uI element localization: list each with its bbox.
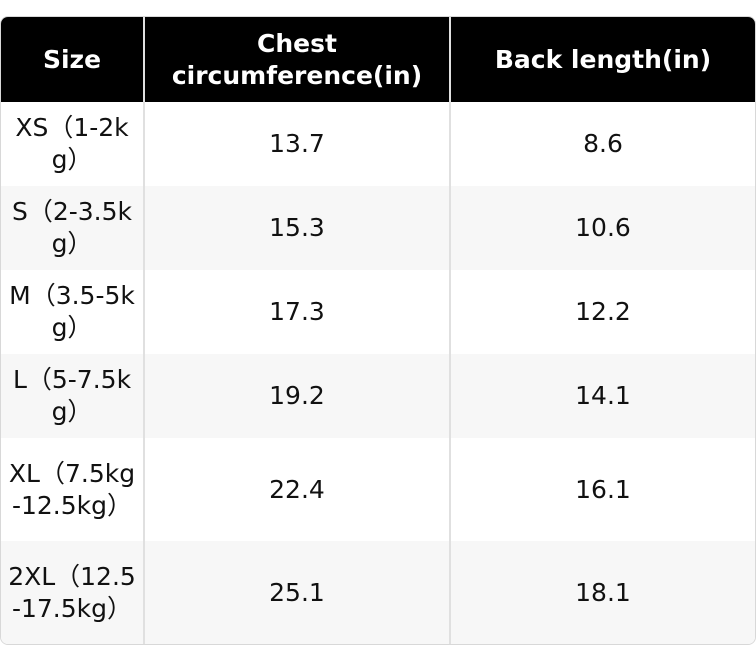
measure-cell: 13.7 xyxy=(144,102,451,186)
measure-cell: 22.4 xyxy=(144,438,451,541)
table-row: XL（7.5kg-12.5kg） 22.4 16.1 xyxy=(1,438,755,541)
header-row: Size Chest circumference(in) Back length(i… xyxy=(1,17,755,102)
size-cell: S（2-3.5kg） xyxy=(1,186,145,270)
table-container: Size Chest circumference(in) Back length(i… xyxy=(0,16,756,645)
header-cell: Size xyxy=(1,17,145,102)
measure-cell: 17.3 xyxy=(144,270,451,354)
table-row: S（2-3.5kg） 15.3 10.6 xyxy=(1,186,755,270)
header-cell: Chest circumference(in) xyxy=(144,17,451,102)
size-cell: L（5-7.5kg） xyxy=(1,354,145,438)
measure-cell: 8.6 xyxy=(583,129,623,158)
size-cell: XL（7.5kg-12.5kg） xyxy=(1,438,145,541)
table-row: XS（1-2kg） 13.7 8.6 xyxy=(1,102,755,186)
measure-cell: 10.6 xyxy=(450,186,755,270)
measure-cell: 12.2 xyxy=(575,297,631,326)
size-cell: XS（1-2kg） xyxy=(1,102,145,186)
measure-cell: 14.1 xyxy=(450,354,755,438)
measure-cell: 19.2 xyxy=(144,354,451,438)
table-row: M（3.5-5kg） 17.3 12.2 xyxy=(1,270,755,354)
table-row: L（5-7.5kg） 19.2 14.1 xyxy=(1,354,755,438)
table-body: XS（1-2kg） 13.7 8.6 S（2-3.5kg） 15.3 10.6 M（3.5-… xyxy=(1,102,755,644)
size-cell: M（3.5-5kg） xyxy=(1,270,145,354)
size-cell: 2XL（12.5-17.5kg） xyxy=(1,541,145,644)
measure-cell: 15.3 xyxy=(144,186,451,270)
measure-cell: 16.1 xyxy=(575,474,631,504)
table-head: Size Chest circumference(in) Back length(i… xyxy=(1,17,755,102)
header-cell: Back length(in) xyxy=(450,17,755,102)
table-row: 2XL（12.5-17.5kg） 25.1 18.1 xyxy=(1,541,755,644)
size-table: Size Chest circumference(in) Back length(i… xyxy=(1,17,755,644)
measure-cell: 25.1 xyxy=(144,541,451,644)
measure-cell: 18.1 xyxy=(450,541,755,644)
